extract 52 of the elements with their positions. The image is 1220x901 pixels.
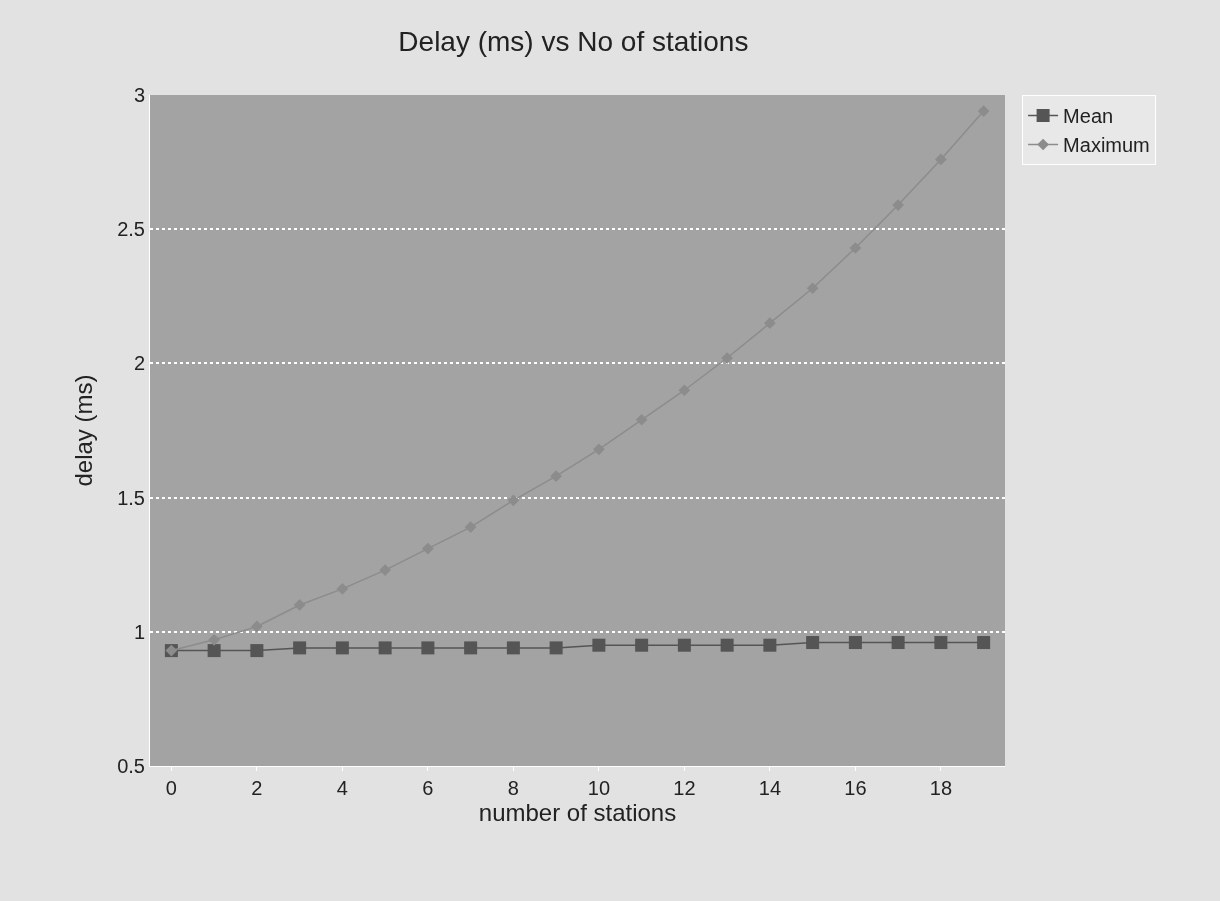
point [806,282,819,295]
point [892,199,904,211]
point [848,636,862,650]
y-axis-title: delay (ms) [70,374,97,487]
point [550,470,562,482]
point [934,636,948,650]
point [806,636,820,650]
y-tick-label: 1.5 [117,486,145,509]
point [336,583,349,595]
point [335,641,349,655]
point [549,641,563,655]
point [251,620,263,633]
point [935,153,947,166]
x-tick-label: 12 [673,777,696,799]
point [464,641,478,655]
point [635,638,649,652]
x-tick-label: 14 [758,777,782,799]
y-tick-label: 3 [133,84,145,106]
legend-label: Maximum [1063,134,1150,157]
x-tick-label: 18 [929,777,953,799]
x-tick-label: 4 [336,777,348,799]
point [764,317,776,329]
point [250,644,264,658]
y-tick-label: 2 [133,352,145,375]
x-tick-label: 6 [422,777,434,799]
point [506,641,520,655]
point [592,638,606,652]
x-tick-label: 0 [165,777,177,799]
y-tick-label: 0.5 [117,755,145,777]
legend-label: Mean [1063,105,1114,128]
point [507,494,520,507]
chart-title: Delay (ms) vs No of stations [398,26,749,58]
point [720,638,734,652]
x-tick-label: 8 [507,777,519,799]
point [849,242,862,254]
point [891,636,905,650]
y-tick-label: 2.5 [117,218,145,241]
point [422,542,434,555]
point [677,638,691,652]
point [379,564,391,576]
y-tick-label: 1 [133,620,145,643]
point [293,641,307,655]
point [378,641,392,655]
x-tick-label: 10 [587,777,611,799]
point [208,634,220,646]
x-axis-title: number of stations [478,799,677,826]
point [977,636,991,650]
point [763,638,777,652]
point [421,641,435,655]
x-tick-label: 16 [844,777,867,799]
x-tick-label: 2 [251,777,263,799]
point [207,644,221,658]
